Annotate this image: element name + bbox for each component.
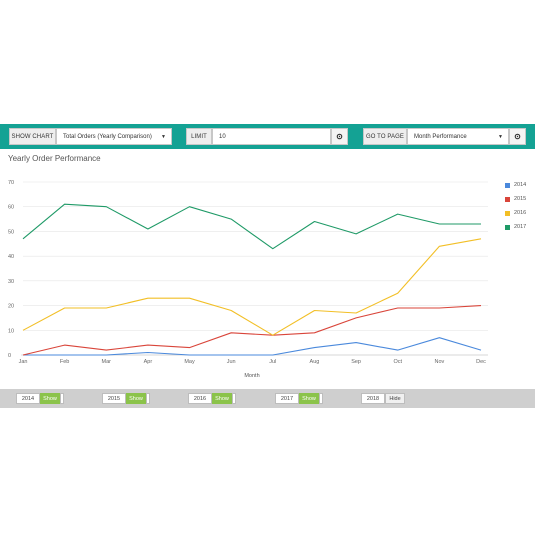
y-tick-label: 40 [8,254,14,260]
y-tick-label: 60 [8,205,14,211]
gear-icon [336,133,343,140]
limit-value: 10 [219,133,226,140]
series-line-2017 [22,203,481,250]
legend-swatch [505,224,510,230]
toggle-switch[interactable]: Show [40,393,60,404]
page-select[interactable]: Month Performance ▼ [407,128,509,145]
legend-item-2014[interactable]: 2014 [505,181,526,189]
year-toggle-2016[interactable]: 2016 Show [188,393,236,404]
y-tick-label: 70 [8,180,14,186]
year-label: 2016 [188,393,212,404]
legend-swatch [505,182,510,188]
chevron-down-icon: ▼ [498,134,503,140]
x-tick-label: Jul [269,359,276,365]
legend-swatch [505,210,510,216]
chart-select-value: Total Orders (Yearly Comparison) [63,133,152,140]
toggle-switch[interactable]: Show [212,393,232,404]
y-tick-label: 0 [8,353,11,359]
toggle-switch[interactable]: Show [126,393,146,404]
go-to-page-label: GO TO PAGE [363,128,407,145]
x-tick-label: Jan [19,359,28,365]
page-select-value: Month Performance [414,133,467,140]
legend-item-2017[interactable]: 2017 [505,223,526,231]
chart-select[interactable]: Total Orders (Yearly Comparison) ▼ [56,128,172,145]
year-toggle-2018[interactable]: 2018 Hide [361,393,405,404]
y-tick-label: 30 [8,279,14,285]
year-label: 2018 [361,393,385,404]
x-tick-label: Nov [434,359,444,365]
legend-label: 2015 [514,196,527,202]
year-label: 2017 [275,393,299,404]
legend-label: 2017 [514,224,527,230]
series-line-2015 [22,305,482,356]
line-chart: 0 10 20 30 40 50 60 70 Jan Feb Mar Apr May Jun Jul Aug S… [8,180,488,379]
year-toggle-2014[interactable]: 2014 Show [16,393,64,404]
legend-item-2015[interactable]: 2015 [505,195,526,203]
x-tick-label: Mar [102,359,112,365]
year-toggle-2015[interactable]: 2015 Show [102,393,150,404]
x-tick-label: Feb [60,359,69,365]
toggle-switch[interactable]: Hide [385,393,405,404]
legend-swatch [505,196,510,202]
year-toggle-2017[interactable]: 2017 Show [275,393,323,404]
year-toggle-bar: 2014 Show 2015 Show 2016 Show 2017 Show 2018 Hide [0,389,535,408]
toolbar: SHOW CHART Total Orders (Yearly Comparis… [0,124,535,149]
x-tick-label: Apr [144,359,153,365]
x-tick-label: Aug [310,359,320,365]
series-line-2014 [23,337,482,356]
y-tick-label: 10 [8,328,14,334]
show-chart-button[interactable]: SHOW CHART [9,128,56,145]
limit-apply-button[interactable] [331,128,348,145]
series-line-2016 [22,238,482,336]
x-axis-label: Month [244,373,259,379]
x-tick-label: Sep [351,359,361,365]
report-panel: SHOW CHART Total Orders (Yearly Comparis… [0,124,535,408]
toggle-knob[interactable] [146,393,150,404]
limit-input[interactable]: 10 [212,128,331,145]
go-button[interactable] [509,128,526,145]
legend-label: 2014 [514,182,527,188]
x-tick-label: Oct [393,359,402,365]
chevron-down-icon: ▼ [161,134,166,140]
toggle-knob[interactable] [232,393,236,404]
x-tick-label: Dec [476,359,486,365]
chart-title: Yearly Order Performance [8,154,101,163]
legend-label: 2016 [514,210,527,216]
year-label: 2015 [102,393,126,404]
x-tick-label: Jun [227,359,236,365]
toggle-knob[interactable] [60,393,64,404]
x-tick-label: May [184,359,195,365]
y-tick-label: 20 [8,304,14,310]
legend-item-2016[interactable]: 2016 [505,209,526,217]
limit-label: LIMIT [186,128,212,145]
year-label: 2014 [16,393,40,404]
toggle-switch[interactable]: Show [299,393,319,404]
gear-icon [514,133,521,140]
toggle-knob[interactable] [319,393,323,404]
y-tick-label: 50 [8,229,14,235]
